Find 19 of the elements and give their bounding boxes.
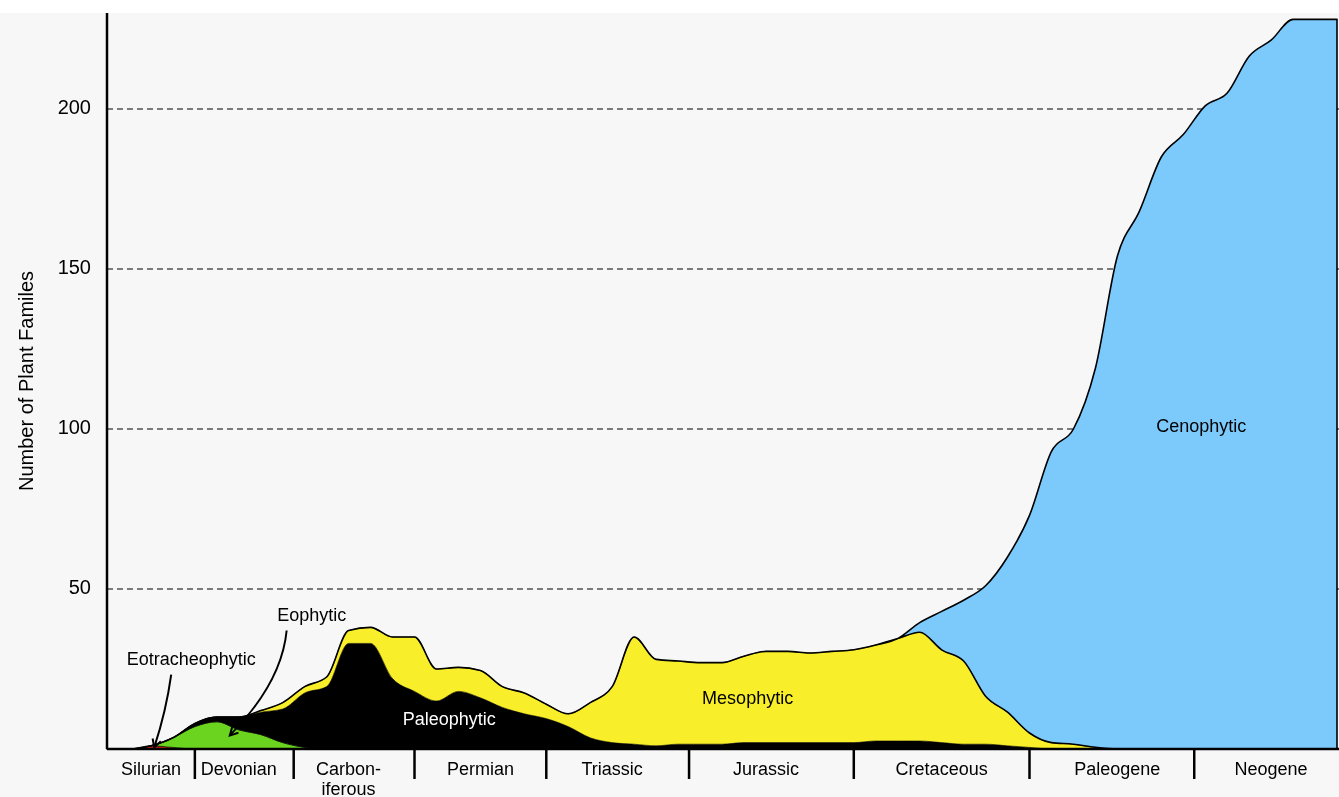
y-tick-label: 100 (57, 416, 91, 439)
x-tick-label: Triassic (581, 759, 643, 779)
x-tick-label: Permian (446, 759, 514, 779)
y-tick-label: 200 (57, 96, 91, 119)
x-tick-label: Neogene (1234, 759, 1308, 779)
y-axis-title: Number of Plant Familes (15, 270, 38, 492)
y-tick-label: 50 (68, 576, 91, 599)
x-tick-label: Paleogene (1074, 759, 1161, 779)
text: Eophytic (277, 605, 347, 626)
text: Eotracheophytic (126, 649, 256, 670)
x-tick-label: Jurassic (732, 759, 799, 779)
x-tick-label: Cretaceous (895, 759, 988, 779)
x-tick-label: Carbon- iferous (316, 759, 382, 797)
x-tick-label: Devonian (200, 759, 277, 779)
y-tick-label: 150 (57, 256, 91, 279)
series-label: Paleophytic (402, 708, 496, 729)
series-label: Cenophytic (1156, 416, 1247, 437)
x-tick-label: Silurian (120, 759, 181, 779)
series-label: Mesophytic (702, 688, 794, 709)
